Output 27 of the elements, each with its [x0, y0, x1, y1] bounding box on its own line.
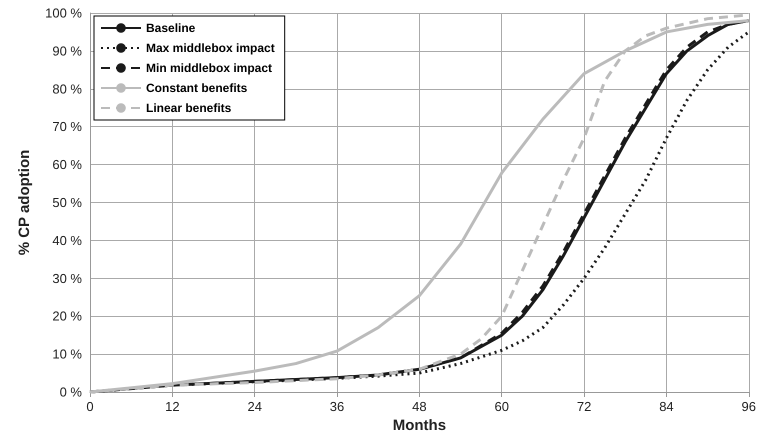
x-tick-label: 48	[412, 399, 427, 414]
y-tick-label: 70 %	[52, 119, 82, 134]
y-tick-label: 80 %	[52, 81, 82, 96]
y-tick-label: 20 %	[52, 308, 82, 324]
x-axis-title: Months	[392, 417, 446, 434]
y-tick-label: 60 %	[52, 157, 82, 172]
legend-label: Baseline	[146, 21, 196, 35]
legend-label: Max middlebox impact	[146, 41, 275, 55]
y-tick-label: 50 %	[52, 195, 82, 210]
x-tick-label: 96	[742, 399, 756, 414]
legend-label: Linear benefits	[146, 101, 232, 115]
y-tick-label: 10 %	[52, 346, 82, 362]
y-axis-title: % CP adoption	[16, 150, 33, 256]
x-tick-label: 84	[659, 399, 674, 414]
y-tick-label: 40 %	[52, 232, 82, 248]
y-tick-label: 0 %	[60, 384, 82, 400]
legend-label: Min middlebox impact	[146, 61, 272, 75]
y-tick-label: 90 %	[52, 43, 82, 58]
y-tick-label: 100 %	[45, 6, 82, 20]
x-tick-label: 60	[494, 399, 509, 414]
x-tick-label: 36	[330, 399, 344, 414]
x-tick-label: 24	[247, 399, 262, 414]
legend-label: Constant benefits	[146, 81, 248, 95]
x-tick-label: 72	[576, 399, 592, 414]
x-tick-label: 0	[86, 399, 94, 414]
x-tick-label: 12	[165, 399, 180, 414]
y-tick-label: 30 %	[52, 270, 82, 286]
